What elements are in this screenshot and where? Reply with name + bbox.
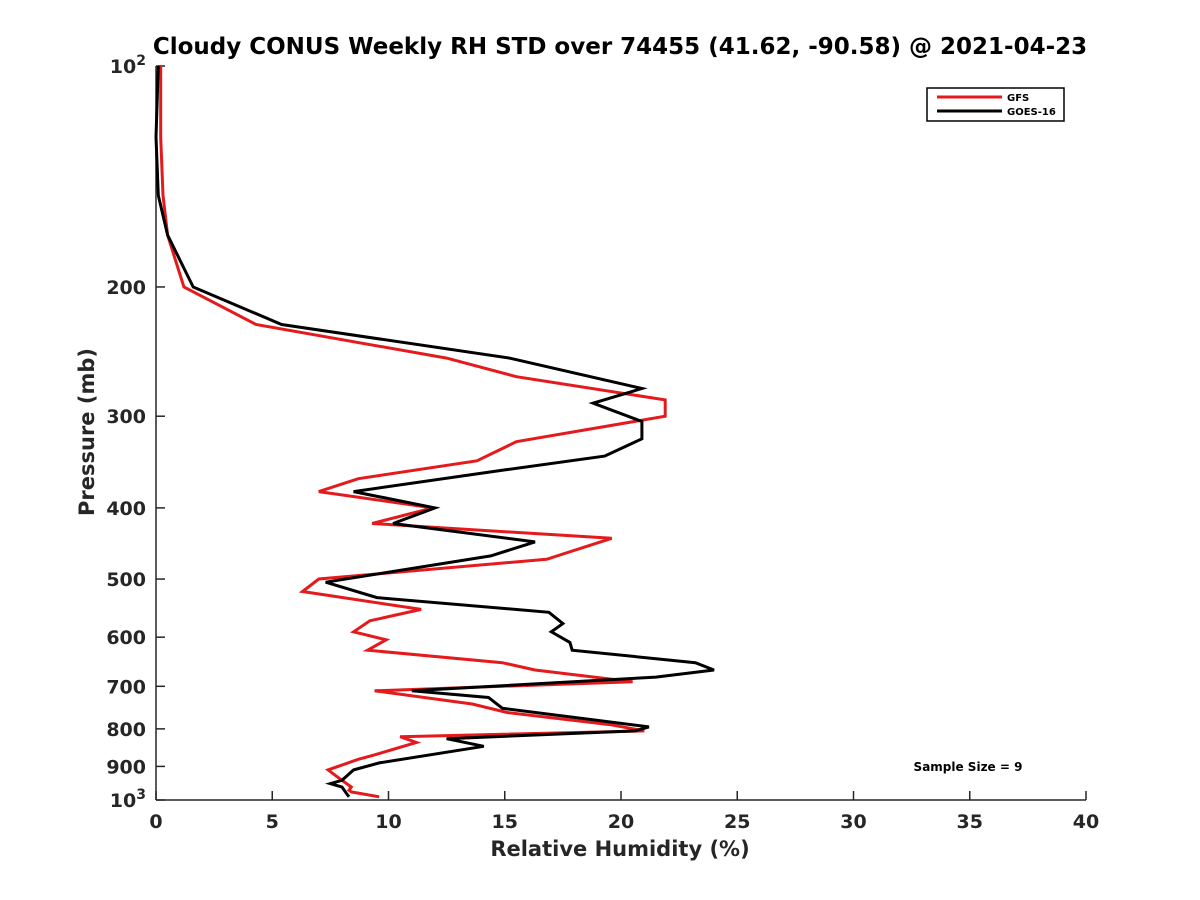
legend-label-gfs: GFS (1007, 93, 1029, 104)
sample-size-annotation: Sample Size = 9 (914, 760, 1023, 774)
axes: 0 5 10 15 20 25 30 35 40 102 200 300 400 500 600 700 800… (106, 53, 1099, 833)
chart-title: Cloudy CONUS Weekly RH STD over 74455 (4… (153, 34, 1087, 60)
x-tick-label: 25 (724, 811, 750, 833)
x-tick-label: 0 (149, 811, 162, 833)
y-tick-label: 700 (106, 676, 146, 698)
legend-box (926, 87, 1065, 122)
legend: GFS GOES-16 (926, 87, 1065, 122)
x-tick-label: 35 (957, 811, 983, 833)
y-tick-label: 900 (106, 756, 146, 778)
x-tick-label: 40 (1073, 811, 1099, 833)
x-tick-label: 20 (608, 811, 634, 833)
y-tick-label: 500 (106, 569, 146, 591)
y-tick-label: 400 (106, 498, 146, 520)
x-tick-label: 30 (840, 811, 866, 833)
x-tick-label: 15 (492, 811, 518, 833)
series-line-gfs (159, 66, 667, 799)
y-tick-label: 600 (106, 627, 146, 649)
y-axis-label: Pressure (mb) (75, 348, 99, 516)
series-line-goes-16 (154, 65, 715, 798)
x-axis-label: Relative Humidity (%) (490, 837, 749, 861)
y-tick-label: 102 (110, 53, 146, 78)
y-tick-label: 300 (106, 406, 146, 428)
y-tick-label: 800 (106, 719, 146, 741)
x-tick-label: 10 (375, 811, 401, 833)
series-layer (154, 65, 715, 799)
legend-label-goes-16: GOES-16 (1007, 107, 1056, 118)
x-tick-label: 5 (266, 811, 279, 833)
y-tick-label: 200 (106, 277, 146, 299)
y-tick-label: 103 (110, 787, 146, 812)
